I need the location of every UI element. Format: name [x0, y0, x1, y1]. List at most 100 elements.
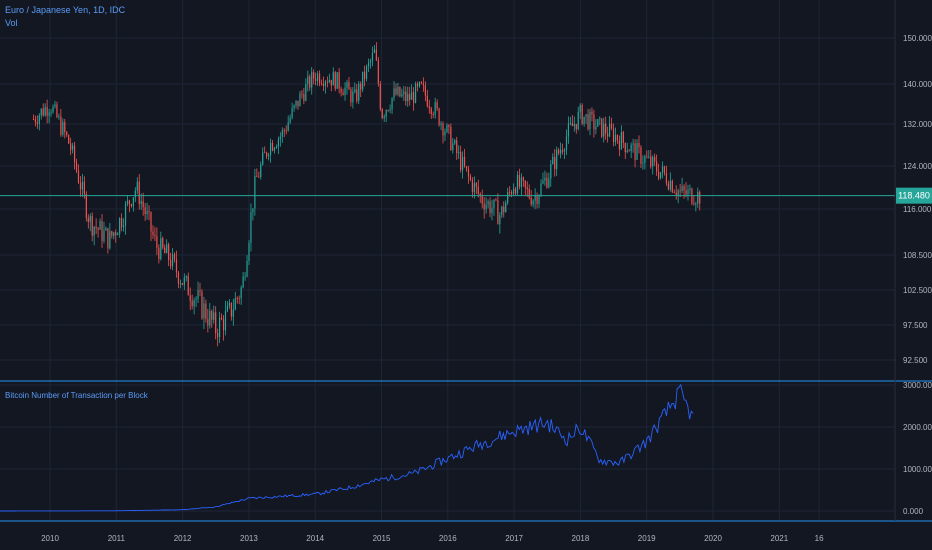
- last-price-badge: [896, 187, 932, 204]
- candle-body: [107, 228, 109, 249]
- candle-body: [350, 89, 352, 103]
- candle-body: [142, 201, 144, 208]
- candle-body: [77, 170, 80, 183]
- candle-body: [50, 112, 52, 114]
- candle-body: [465, 166, 468, 169]
- candle-body: [693, 203, 695, 205]
- candle-body: [607, 133, 609, 137]
- candle-body: [554, 156, 556, 170]
- candle-body: [422, 83, 425, 86]
- candle-body: [62, 122, 64, 135]
- candle-body: [132, 197, 134, 207]
- candle-body: [681, 186, 683, 191]
- candle-body: [111, 231, 113, 236]
- candle-body: [58, 116, 60, 118]
- candle-body: [636, 142, 638, 160]
- indicator-title[interactable]: Bitcoin Number of Transaction per Block: [5, 391, 148, 400]
- candle-body: [367, 62, 370, 67]
- candle-body: [54, 104, 56, 107]
- candle-body: [240, 287, 242, 299]
- candle-body: [403, 91, 405, 94]
- candle-body: [348, 82, 350, 90]
- candle-body: [173, 254, 176, 260]
- candle-body: [334, 72, 336, 89]
- candle-body: [75, 162, 78, 171]
- candle-body: [115, 232, 117, 236]
- candle-body: [616, 135, 619, 141]
- y-tick-label: 124.000: [903, 162, 932, 171]
- candle-body: [399, 86, 401, 97]
- candle-body: [70, 143, 72, 150]
- candle-body: [424, 85, 426, 96]
- candle-body: [307, 76, 309, 85]
- candle-body: [648, 156, 650, 158]
- candle-body: [661, 166, 664, 173]
- candle-body: [493, 199, 495, 208]
- candle-body: [471, 179, 474, 193]
- candle-body: [638, 142, 640, 148]
- candle-body: [436, 102, 438, 109]
- candle-body: [585, 114, 587, 117]
- candle-body: [144, 207, 146, 215]
- indicator-y-tick-label: 1000.000: [903, 465, 932, 474]
- candle-body: [542, 180, 544, 184]
- candle-body: [297, 100, 299, 107]
- candle-body: [252, 208, 254, 213]
- candle-body: [291, 108, 293, 118]
- candle-body: [287, 122, 289, 131]
- candle-body: [281, 130, 283, 137]
- candle-body: [454, 140, 456, 144]
- candle-body: [256, 176, 258, 178]
- candle-body: [117, 233, 119, 236]
- candle-body: [154, 234, 156, 237]
- candle-body: [603, 123, 605, 137]
- candle-body: [373, 49, 376, 53]
- candle-body: [316, 73, 319, 81]
- candle-body: [550, 164, 552, 179]
- candle-body: [166, 244, 168, 254]
- candle-body: [659, 172, 662, 179]
- candle-body: [197, 290, 199, 299]
- x-tick-label: 2010: [41, 534, 59, 543]
- candle-body: [644, 156, 646, 163]
- candle-body: [205, 303, 207, 320]
- candle-body: [340, 88, 342, 93]
- candle-body: [311, 72, 313, 88]
- candle-body: [315, 78, 317, 81]
- candle-body: [160, 238, 162, 260]
- candle-body: [356, 89, 358, 101]
- candle-body: [266, 152, 268, 157]
- candle-body: [158, 247, 160, 260]
- candle-body: [365, 66, 368, 79]
- candle-body: [156, 236, 158, 248]
- candle-body: [418, 82, 421, 87]
- candle-body: [219, 317, 221, 338]
- candle-body: [301, 93, 303, 95]
- candle-body: [409, 93, 411, 100]
- candle-body: [277, 139, 279, 148]
- candle-body: [207, 319, 209, 326]
- candle-body: [581, 105, 583, 124]
- candle-body: [254, 176, 256, 209]
- candle-body: [293, 105, 295, 109]
- candle-body: [657, 171, 660, 179]
- candle-body: [128, 200, 131, 205]
- candle-body: [189, 295, 191, 301]
- candle-body: [473, 183, 475, 193]
- price-candles: [32, 42, 701, 347]
- candle-body: [518, 174, 521, 187]
- candle-body: [456, 140, 458, 154]
- volume-label[interactable]: Vol: [5, 18, 18, 28]
- candle-body: [185, 276, 187, 278]
- candle-body: [60, 116, 62, 135]
- candle-body: [458, 151, 460, 154]
- symbol-title[interactable]: Euro / Japanese Yen, 1D, IDC: [5, 5, 126, 15]
- indicator-y-tick-label: 3000.000: [903, 381, 932, 390]
- candle-body: [332, 72, 334, 86]
- x-tick-label: 2015: [373, 534, 391, 543]
- candle-body: [85, 193, 87, 219]
- candle-body: [583, 116, 585, 124]
- candle-body: [48, 112, 50, 116]
- candle-body: [354, 89, 356, 92]
- candle-body: [595, 126, 597, 130]
